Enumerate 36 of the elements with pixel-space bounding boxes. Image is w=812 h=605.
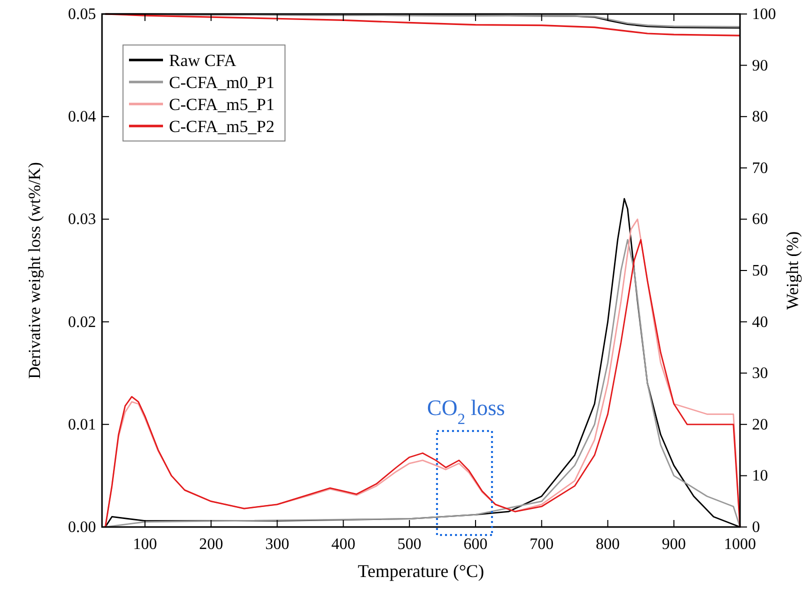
y-tick-label: 0.00 bbox=[68, 519, 96, 536]
y2-tick-label: 90 bbox=[752, 57, 768, 74]
y2-tick-label: 20 bbox=[752, 416, 768, 434]
y2-tick-label: 40 bbox=[752, 314, 768, 331]
x-tick-label: 600 bbox=[464, 536, 488, 553]
y2-tick-label: 10 bbox=[752, 468, 768, 485]
y-tick-label: 0.03 bbox=[68, 211, 96, 228]
y2-tick-label: 60 bbox=[752, 211, 768, 228]
x-tick-label: 700 bbox=[530, 536, 554, 553]
x-tick-label: 900 bbox=[662, 536, 686, 553]
y-tick-label: 0.04 bbox=[68, 108, 96, 126]
x-axis-title: Temperature (°C) bbox=[358, 561, 484, 581]
x-tick-label: 500 bbox=[397, 536, 422, 553]
x-tick-label: 800 bbox=[596, 536, 620, 553]
x-tick-label: 1000 bbox=[724, 536, 756, 553]
y-tick-label: 0.02 bbox=[68, 314, 96, 331]
y2-tick-label: 70 bbox=[752, 160, 768, 177]
x-tick-label: 200 bbox=[199, 536, 224, 553]
legend-label: C-CFA_m5_P2 bbox=[169, 117, 274, 136]
y-tick-label: 0.05 bbox=[68, 6, 96, 23]
legend-label: C-CFA_m0_P1 bbox=[169, 73, 274, 92]
y2-tick-label: 100 bbox=[752, 6, 776, 23]
y-tick-label: 0.01 bbox=[68, 416, 96, 434]
x-tick-label: 300 bbox=[265, 536, 290, 553]
y2-axis-title: Weight (%) bbox=[783, 231, 802, 310]
legend-label: Raw CFA bbox=[169, 51, 237, 70]
x-tick-label: 400 bbox=[331, 536, 356, 553]
x-tick-label: 100 bbox=[132, 536, 157, 553]
y2-tick-label: 0 bbox=[752, 519, 760, 536]
legend-label: C-CFA_m5_P1 bbox=[169, 95, 274, 114]
line-series bbox=[104, 13, 741, 36]
y2-tick-label: 80 bbox=[752, 108, 768, 126]
annotation: CO$_{2}$ loss bbox=[426, 395, 506, 428]
y2-tick-label: 50 bbox=[752, 262, 768, 280]
y2-tick-label: 30 bbox=[752, 365, 768, 382]
y-axis-title: Derivative weight loss (wt%/K) bbox=[25, 162, 44, 379]
